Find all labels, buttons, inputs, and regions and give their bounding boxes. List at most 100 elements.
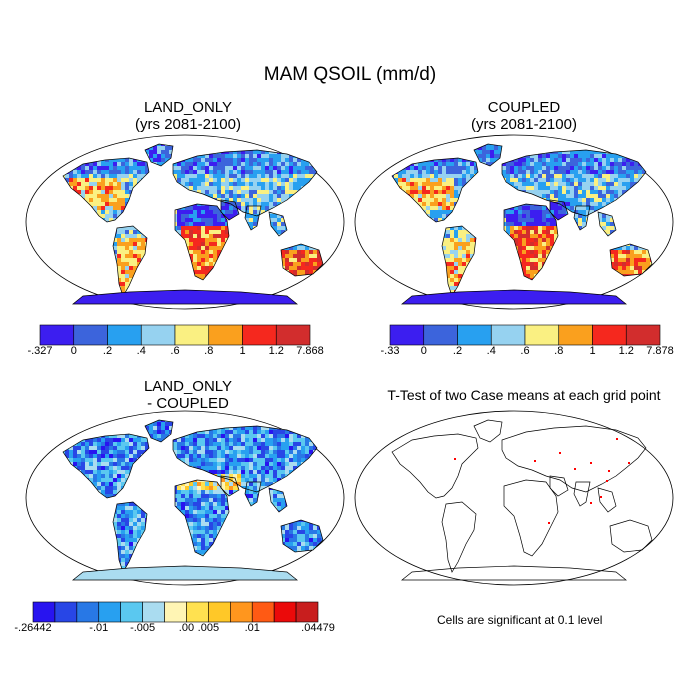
colorbar-segment [120,601,143,623]
map-difference [25,410,345,586]
coastline-south-america [441,501,477,573]
colorbar-segment [490,324,526,346]
coastline-eurasia [501,425,647,493]
coastline-antarctica [401,565,627,581]
colorbar-tick-label: .2 [102,345,113,357]
coastline-south-america [112,501,148,573]
map-land-only [25,134,345,310]
colorbar-segment [142,601,165,623]
coastline-eurasia [501,149,647,217]
colorbar-tick-label: 7.878 [646,345,674,357]
colorbar-segment [295,601,319,623]
figure-title: MAM QSOIL (mm/d) [263,64,437,85]
colorbar-tick-label: .8 [554,345,564,357]
coastline-antarctica [72,289,298,305]
coastline-india [573,205,591,231]
colorbar-land-only [39,324,311,346]
panel-title-coupled-line1: COUPLED [487,99,561,116]
colorbar-tick-label: .4 [486,345,496,357]
coastline-australia [609,243,653,277]
colorbar-tick-label: .4 [136,345,146,357]
coastline-antarctica [401,289,627,305]
colorbar-difference [32,601,319,623]
colorbar-tick-label: -.327 [27,345,53,357]
colorbar-segment [592,324,627,346]
coastline-africa [174,479,230,557]
colorbar-segment [558,324,593,346]
colorbar-segment [73,324,108,346]
colorbar-segment [174,324,210,346]
coastline-india [573,481,591,507]
panel-title-ttest: T-Test of two Case means at each grid po… [387,387,661,403]
coastline-greenland [473,419,503,443]
coastline-south-america [441,225,477,297]
coastline-africa [174,203,230,281]
colorbar-segment [54,601,78,623]
coastline-antarctica [72,565,298,581]
coastline-greenland [144,419,174,443]
coastline-north-america [62,433,150,499]
colorbar-segment [186,601,209,623]
colorbar-tick-label: .6 [170,345,180,357]
coastline-india [244,205,262,231]
colorbar-segment [76,601,100,623]
significant-cell [574,468,576,470]
coastline-greenland [144,143,174,167]
colorbar-segment [98,601,121,623]
colorbar-tick-label: 1.2 [618,345,634,357]
coastline-north-america [62,157,150,223]
coastline-greenland [473,143,503,167]
colorbar-segment [251,601,275,623]
coastline-arabia [220,199,240,221]
colorbar-coupled-labels: -.33 0 .2 .4 .6 .8 1 1.2 7.878 [381,345,674,361]
panel-title-land-only: LAND_ONLY (yrs 2081-2100) [38,99,338,133]
colorbar-tick-label: .04479 [301,622,335,634]
panel-title-difference: LAND_ONLY - COUPLED [38,378,338,412]
significant-cell [608,470,610,472]
coastline-africa [503,203,559,281]
colorbar-tick-label: .005 [197,622,220,634]
significant-cell [590,462,592,464]
coastline-southeast-asia [597,211,617,237]
coastline-southeast-asia [268,487,288,513]
colorbar-segment [524,324,560,346]
significant-cell [454,458,456,460]
map-coupled [354,134,674,310]
colorbar-segment [208,601,231,623]
colorbar-segment [625,324,661,346]
colorbar-tick-label: .01 [244,622,260,634]
colorbar-tick-label: 0 [70,345,77,357]
colorbar-tick-label: 1 [589,345,596,357]
colorbar-tick-label: -.26442 [14,622,52,634]
colorbar-segment [39,324,75,346]
colorbar-tick-label: .00 [178,622,195,634]
colorbar-segment [389,324,425,346]
colorbar-segment [140,324,176,346]
significant-cell [534,460,536,462]
panel-title-coupled-line2: (yrs 2081-2100) [471,116,577,133]
coastline-australia [280,519,324,553]
coastline-india [244,481,262,507]
colorbar-coupled [389,324,661,346]
coastline-arabia [549,199,569,221]
significant-cell [600,496,602,498]
coastline-southeast-asia [597,487,617,513]
significant-cell [548,522,550,524]
significant-cell [606,480,608,482]
colorbar-segment [275,324,311,346]
colorbar-segment [230,601,253,623]
colorbar-tick-label: -.005 [130,622,156,634]
colorbar-segment [273,601,297,623]
panel-title-land-only-line1: LAND_ONLY [143,99,233,116]
panel-title-land-only-line2: (yrs 2081-2100) [135,116,241,133]
colorbar-tick-label: .8 [204,345,214,357]
colorbar-segment [164,601,187,623]
panel-title-difference-line1: LAND_ONLY [143,378,233,395]
coastline-southeast-asia [268,211,288,237]
colorbar-land-only-labels: -.327 0 .2 .4 .6 .8 1 1.2 7.868 [27,345,323,361]
panel-title-coupled: COUPLED (yrs 2081-2100) [374,99,674,133]
coastline-north-america [391,433,479,499]
colorbar-difference-labels: -.26442 -.01 -.005 .00.005 .01 .04479 [14,622,334,638]
coastline-australia [280,243,324,277]
colorbar-tick-label: -.01 [89,622,109,634]
